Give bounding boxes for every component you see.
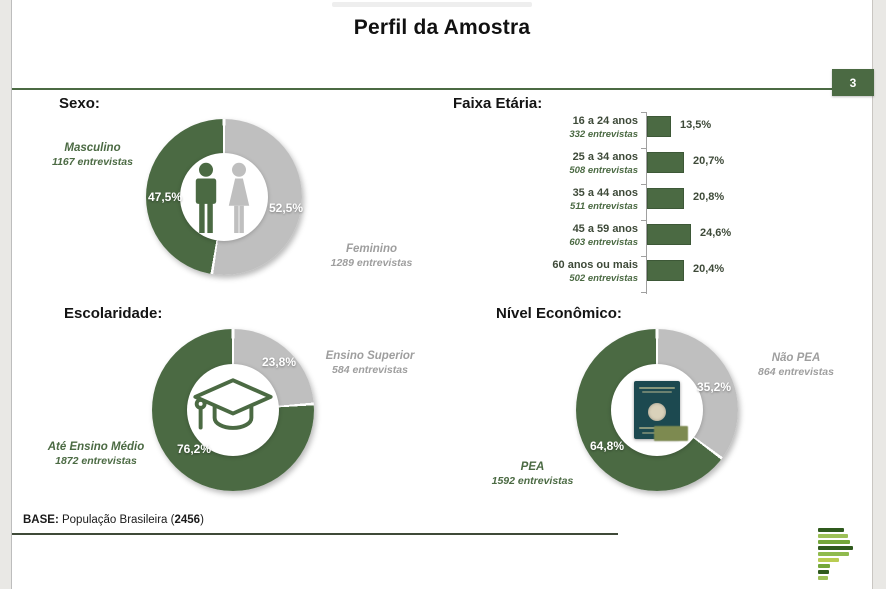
label-feminino: Feminino 1289 entrevistas <box>309 242 434 271</box>
sexo-center-icons <box>192 162 255 239</box>
logo-bar <box>818 552 849 556</box>
faixa-row-label: 35 a 44 anos <box>572 187 638 199</box>
label-ensino-superior: Ensino Superior 584 entrevistas <box>312 349 428 378</box>
logo-bar <box>818 534 848 538</box>
label-ate-ensino-medio-name: Até Ensino Médio <box>47 441 145 453</box>
faixa-bar-percent: 20,4% <box>693 263 725 275</box>
header-divider-line <box>12 88 832 90</box>
faixa-row-count: 511 entrevistas <box>570 201 638 212</box>
male-icon <box>192 162 220 239</box>
page-number-badge: 3 <box>832 69 874 96</box>
faixa-row: 45 a 59 anos 603 entrevistas 24,6% <box>12 220 874 256</box>
faixa-row: 60 anos ou mais 502 entrevistas 20,4% <box>12 256 874 292</box>
faixa-bar-percent: 20,8% <box>693 191 725 203</box>
label-ate-ensino-medio: Até Ensino Médio 1872 entrevistas <box>25 440 167 469</box>
label-masculino-count: 1167 entrevistas <box>52 155 133 168</box>
page-title: Perfil da Amostra <box>353 16 531 39</box>
label-ensino-superior-name: Ensino Superior <box>325 350 415 362</box>
base-value: 2456 <box>174 514 201 526</box>
base-label: BASE: <box>23 514 59 526</box>
faixa-bar <box>647 152 684 173</box>
faixa-bar <box>647 260 684 281</box>
logo-bar <box>818 528 844 532</box>
work-card-seal <box>648 403 666 421</box>
faixa-axis-line <box>646 112 647 294</box>
section-title-faixa-etaria: Faixa Etária: <box>453 95 543 112</box>
label-ate-ensino-medio-count: 1872 entrevistas <box>55 454 137 467</box>
label-ensino-superior-count: 584 entrevistas <box>332 363 408 376</box>
base-divider-line <box>12 533 618 535</box>
company-logo <box>818 528 853 580</box>
label-pea: PEA 1592 entrevistas <box>470 460 595 489</box>
faixa-bar <box>647 188 684 209</box>
label-pea-name: PEA <box>520 461 545 473</box>
section-title-sexo: Sexo: <box>59 95 100 112</box>
faixa-row-label: 25 a 34 anos <box>572 151 638 163</box>
section-title-escolaridade: Escolaridade: <box>64 305 163 322</box>
page-number: 3 <box>849 75 857 90</box>
faixa-row-label: 45 a 59 anos <box>572 223 638 235</box>
work-card-image <box>634 381 688 441</box>
faixa-row: 35 a 44 anos 511 entrevistas 20,8% <box>12 184 874 220</box>
graduation-cap-icon <box>191 375 275 450</box>
faixa-bar-percent: 24,6% <box>700 227 732 239</box>
faixa-row-count: 502 entrevistas <box>569 273 638 284</box>
sexo-green-percent: 47,5% <box>147 190 183 204</box>
logo-bar <box>818 564 830 568</box>
faixa-bar <box>647 116 671 137</box>
label-feminino-name: Feminino <box>345 243 398 255</box>
female-icon <box>223 162 255 239</box>
escolaridade-gray-percent: 23,8% <box>261 355 297 369</box>
escolaridade-green-percent: 76,2% <box>176 442 212 456</box>
faixa-bar-percent: 20,7% <box>693 155 725 167</box>
sexo-gray-percent: 52,5% <box>268 201 304 215</box>
slide-page: Perfil da Amostra 3 Sexo: Masculino 1167… <box>11 0 874 589</box>
faixa-row-label: 60 anos ou mais <box>552 259 638 271</box>
base-suffix: ) <box>200 514 204 526</box>
faixa-row-label: 16 a 24 anos <box>572 115 638 127</box>
faixa-row: 16 a 24 anos 332 entrevistas 13,5% <box>12 112 874 148</box>
faixa-row-count: 508 entrevistas <box>569 165 638 176</box>
label-nao-pea: Não PEA 864 entrevistas <box>740 351 852 380</box>
faixa-axis-ticks <box>641 112 646 295</box>
label-masculino: Masculino 1167 entrevistas <box>20 141 165 170</box>
faixa-row: 25 a 34 anos 508 entrevistas 20,7% <box>12 148 874 184</box>
label-feminino-count: 1289 entrevistas <box>330 256 413 269</box>
faixa-row-count: 332 entrevistas <box>569 129 638 140</box>
nivel-green-percent: 64,8% <box>589 439 625 453</box>
logo-bar <box>818 570 829 574</box>
logo-bar <box>818 540 850 544</box>
section-title-nivel-economico: Nível Econômico: <box>496 305 622 322</box>
base-note: BASE: População Brasileira (2456) <box>23 514 204 526</box>
label-nao-pea-name: Não PEA <box>771 352 821 364</box>
faixa-row-count: 603 entrevistas <box>569 237 638 248</box>
label-pea-count: 1592 entrevistas <box>491 474 574 487</box>
escolaridade-donut-chart <box>152 329 314 491</box>
logo-bar <box>818 546 853 550</box>
base-description: População Brasileira ( <box>58 514 175 526</box>
money-image <box>654 426 688 441</box>
top-decorative-smudge <box>332 2 532 7</box>
nivel-donut-chart <box>576 329 738 491</box>
logo-bar <box>818 558 839 562</box>
faixa-bar <box>647 224 691 245</box>
label-nao-pea-count: 864 entrevistas <box>758 365 834 378</box>
sexo-donut-chart <box>146 119 302 275</box>
faixa-bar-percent: 13,5% <box>680 119 712 131</box>
nivel-gray-percent: 35,2% <box>696 380 732 394</box>
sexo-donut-hole <box>180 153 268 241</box>
faixa-bar-chart: 16 a 24 anos 332 entrevistas 13,5% 25 a … <box>12 112 874 297</box>
label-masculino-name: Masculino <box>64 142 121 154</box>
logo-bar <box>818 576 828 580</box>
